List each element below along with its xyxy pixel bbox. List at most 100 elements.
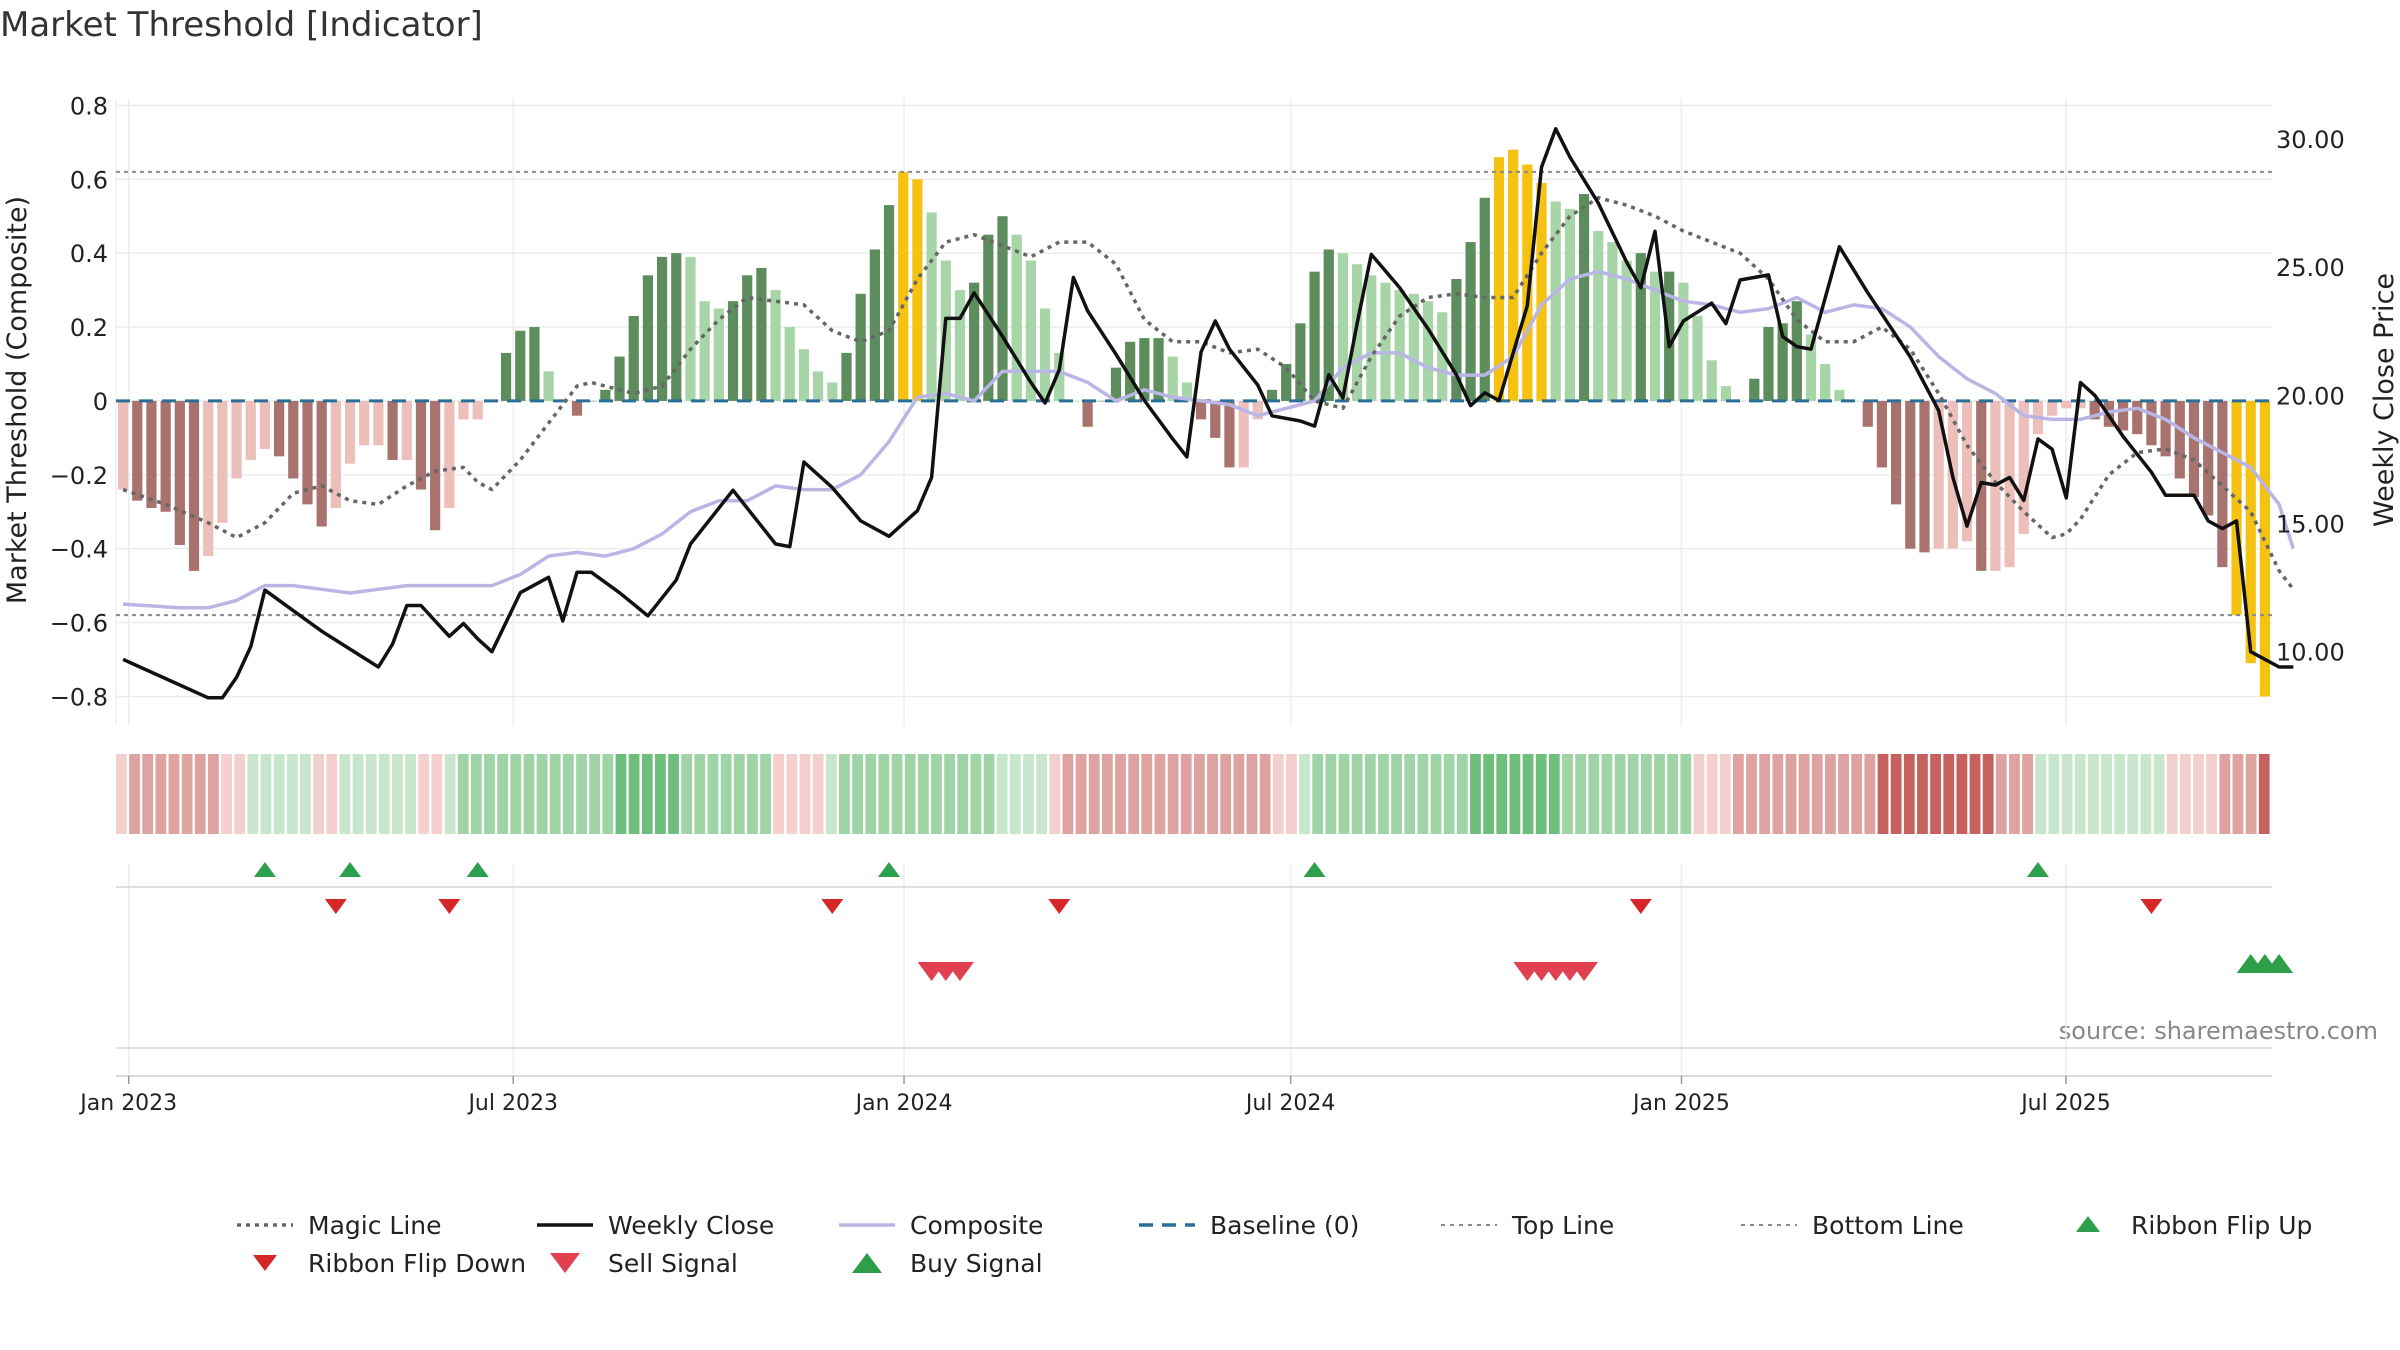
composite-bar xyxy=(1777,323,1788,401)
y-tick-label-left: −0.6 xyxy=(50,610,108,638)
composite-bar xyxy=(855,293,866,401)
composite-bar xyxy=(302,400,313,505)
composite-bar xyxy=(756,267,767,401)
ribbon-cell xyxy=(799,754,811,834)
composite-bar xyxy=(2146,400,2157,446)
composite-bar xyxy=(1635,253,1646,401)
ribbon-cell xyxy=(562,754,574,834)
composite-bar xyxy=(444,400,455,509)
y-tick-label-left: 0.4 xyxy=(70,240,108,268)
ribbon-cell xyxy=(878,754,890,834)
ribbon-cell xyxy=(1746,754,1757,834)
ribbon-cell xyxy=(983,754,995,834)
ribbon-cell xyxy=(194,754,206,834)
composite-bar xyxy=(571,400,583,416)
ribbon-cell xyxy=(221,754,232,834)
ribbon-cell xyxy=(497,754,509,834)
ribbon-cell xyxy=(1838,754,1849,834)
composite-bar xyxy=(472,400,483,420)
ribbon-flip-down-marker xyxy=(324,899,347,914)
ribbon-cell xyxy=(1167,754,1179,834)
composite-bar xyxy=(188,400,200,571)
ribbon-flip-down-marker xyxy=(1048,899,1071,914)
composite-bar xyxy=(1082,400,1093,427)
chart-title: Market Threshold [Indicator] xyxy=(0,5,483,45)
composite-bar xyxy=(2089,400,2100,420)
composite-bar xyxy=(869,249,880,401)
legend-swatch xyxy=(852,1253,882,1273)
composite-bar xyxy=(1763,327,1774,401)
composite-bar xyxy=(458,400,469,420)
composite-bar xyxy=(1153,338,1164,401)
ribbon-cell xyxy=(1627,754,1639,834)
composite-bar xyxy=(2188,400,2200,497)
source-note: source: sharemaestro.com xyxy=(2059,1017,2378,1045)
ribbon-cell xyxy=(549,754,561,834)
ribbon-cell xyxy=(602,754,614,834)
composite-bar xyxy=(117,400,129,490)
composite-bar xyxy=(2117,400,2129,431)
ribbon-cell xyxy=(996,754,1008,834)
ribbon-cell xyxy=(944,754,955,834)
y-tick-label-right: 30.00 xyxy=(2276,126,2345,154)
composite-bar xyxy=(2061,400,2072,409)
composite-bar xyxy=(1820,363,1831,401)
composite-bar xyxy=(1905,400,1916,549)
y-tick-label-left: −0.8 xyxy=(50,683,108,711)
composite-bar xyxy=(614,356,625,401)
composite-bar xyxy=(2217,400,2228,568)
ribbon-cell xyxy=(1286,754,1297,834)
sell-signal-marker xyxy=(945,962,974,981)
composite-bar xyxy=(1522,164,1533,401)
ribbon-cell xyxy=(1141,754,1153,834)
composite-bar xyxy=(827,382,838,401)
ribbon-cell xyxy=(1706,754,1718,834)
composite-bar xyxy=(1607,242,1618,401)
composite-bar xyxy=(1493,157,1505,401)
composite-bar xyxy=(288,400,299,479)
y-axis-right-label: Weekly Close Price xyxy=(2369,273,2400,527)
composite-bar xyxy=(529,327,540,401)
ribbon-cell xyxy=(326,754,338,834)
ribbon-cell xyxy=(1509,754,1521,834)
ribbon-cell xyxy=(405,754,416,834)
composite-bar xyxy=(997,216,1008,401)
composite-bar xyxy=(245,400,256,461)
legend-label: Ribbon Flip Down xyxy=(308,1249,526,1278)
ribbon-cell xyxy=(365,754,377,834)
composite-bar xyxy=(1734,400,1746,402)
composite-bar xyxy=(1323,249,1334,401)
y-tick-label-left: 0.6 xyxy=(70,166,108,194)
ribbon-cell xyxy=(1496,754,1508,834)
composite-bar xyxy=(1366,275,1377,401)
composite-bar xyxy=(316,400,327,527)
ribbon-cell xyxy=(1825,754,1836,834)
ribbon-cell xyxy=(931,754,942,834)
legend-item: Buy Signal xyxy=(852,1249,1043,1278)
composite-bar xyxy=(2259,400,2271,697)
composite-bar xyxy=(1451,279,1462,401)
ribbon-cell xyxy=(1351,754,1363,834)
composite-bar xyxy=(1933,400,1944,549)
composite-bar xyxy=(1054,352,1065,401)
ribbon-cell xyxy=(720,754,732,834)
ribbon-cell xyxy=(181,754,193,834)
ribbon-cell xyxy=(2061,754,2073,834)
composite-bar xyxy=(2174,400,2185,479)
ribbon-cell xyxy=(891,754,903,834)
ribbon-cell xyxy=(247,754,259,834)
composite-bar xyxy=(160,400,171,512)
ribbon-cell xyxy=(116,754,127,834)
composite-bar xyxy=(2231,400,2242,616)
composite-bar xyxy=(373,400,384,446)
ribbon-cell xyxy=(1246,754,1258,834)
composite-bar xyxy=(1550,201,1561,401)
x-tick-label: Jan 2023 xyxy=(78,1091,177,1116)
ribbon-cell xyxy=(1575,754,1587,834)
ribbon-cell xyxy=(1917,754,1928,834)
composite-bar xyxy=(1465,242,1476,401)
ribbon-cell xyxy=(1548,754,1560,834)
y-tick-label-left: 0.8 xyxy=(70,92,108,120)
ribbon-cell xyxy=(2022,754,2033,834)
